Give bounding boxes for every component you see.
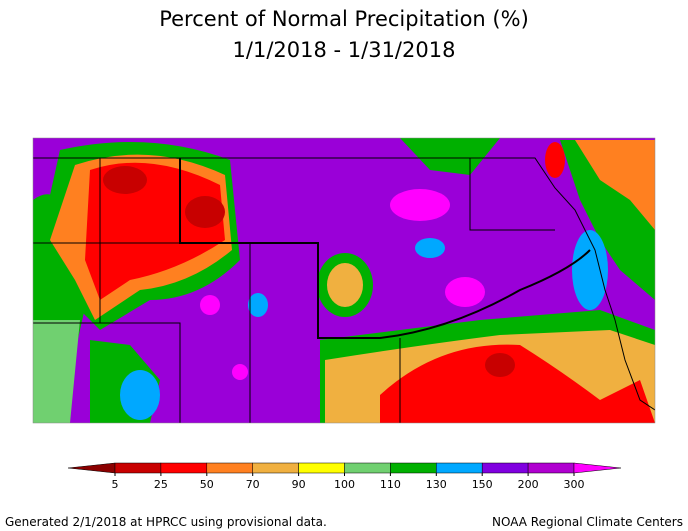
legend-swatch — [481, 462, 529, 474]
legend-label: 300 — [564, 478, 585, 491]
map-frame — [32, 137, 656, 424]
legend-arrow — [573, 462, 622, 474]
legend-swatch — [114, 462, 162, 474]
legend-label: 150 — [472, 478, 493, 491]
legend-swatch — [160, 462, 208, 474]
legend-swatch — [390, 462, 437, 474]
legend-swatch — [298, 462, 345, 474]
legend-arrow — [67, 462, 116, 474]
legend-label: 50 — [200, 478, 214, 491]
legend-label: 130 — [426, 478, 447, 491]
legend-label: 70 — [246, 478, 260, 491]
subtitle: 1/1/2018 - 1/31/2018 — [233, 38, 456, 62]
footer-left: Generated 2/1/2018 at HPRCC using provis… — [5, 515, 327, 529]
legend-label: 110 — [380, 478, 401, 491]
legend: 5 25 50 70 90 100 110 130 150 200 300 — [67, 462, 622, 491]
legend-swatch — [436, 462, 483, 474]
legend-swatch — [252, 462, 299, 474]
legend-swatch — [344, 462, 391, 474]
legend-label: 100 — [334, 478, 355, 491]
legend-label: 90 — [292, 478, 306, 491]
legend-label: 200 — [518, 478, 539, 491]
legend-label: 25 — [154, 478, 168, 491]
title: Percent of Normal Precipitation (%) — [159, 7, 529, 31]
legend-swatch — [527, 462, 575, 474]
legend-label: 5 — [112, 478, 119, 491]
footer-right: NOAA Regional Climate Centers — [492, 515, 683, 529]
legend-swatch — [206, 462, 253, 474]
precip-map — [33, 138, 655, 423]
